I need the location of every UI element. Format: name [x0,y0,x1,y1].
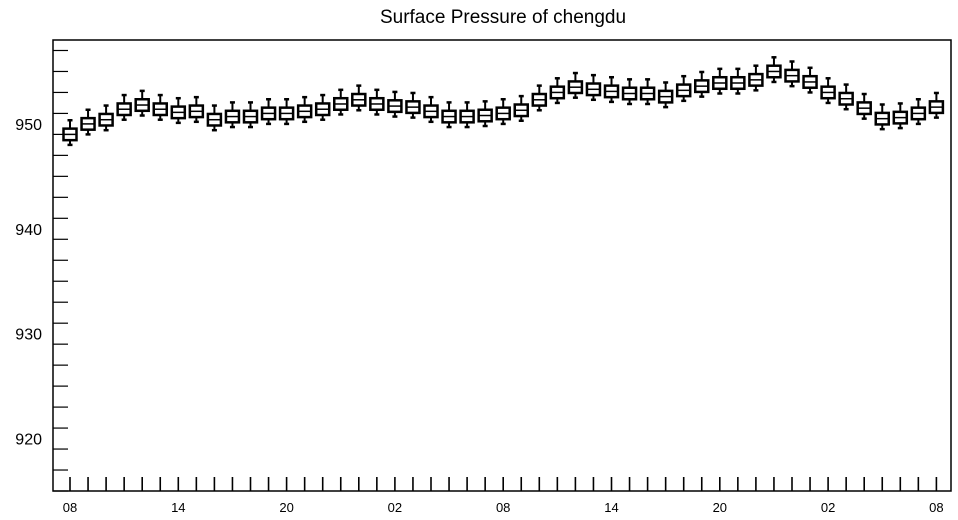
y-axis: 920 930 940 950 [15,49,68,492]
box-plot [369,88,385,116]
box-plot [459,101,475,129]
box-plot [549,77,566,105]
box-series [62,56,945,147]
box-plot [748,64,764,92]
box-plot [838,83,854,111]
box-plot [675,74,692,103]
box-plot [784,60,800,88]
box-plot [296,95,313,124]
x-tick-label: 08 [63,500,77,515]
box-plot [405,91,421,119]
x-axis: 08 14 20 02 08 14 20 02 08 [63,477,944,515]
chart-title: Surface Pressure of chengdu [380,7,626,28]
box-plot [639,78,656,106]
box-plot [387,90,403,118]
box-plot [531,84,548,112]
box-plot [80,108,96,136]
box-plot [477,100,493,128]
box-plot [892,102,909,130]
box-plot [134,89,150,117]
x-tick-label: 20 [279,500,293,515]
box-plot [152,93,168,121]
box-plot [730,67,746,95]
box-plot [694,70,710,98]
box-plot [603,75,620,104]
x-tick-label: 02 [821,500,835,515]
x-tick-label: 02 [388,500,402,515]
plot-frame [52,39,952,492]
x-tick-label: 14 [171,500,185,515]
box-plot [856,92,872,120]
x-tick-label: 08 [929,500,943,515]
box-plot [910,98,927,126]
box-plot [928,91,945,119]
x-tick-label: 14 [604,500,618,515]
box-plot [351,84,367,112]
box-plot [188,95,205,124]
box-plot [116,93,132,121]
box-plot [278,98,295,126]
box-plot [712,67,728,95]
box-plot [423,95,439,124]
y-tick-label: 920 [15,432,42,449]
box-plot [206,104,223,132]
box-plot [98,104,114,132]
y-tick-label: 930 [15,327,42,344]
box-plot [585,73,602,102]
box-plot [621,78,638,106]
box-plot [657,81,674,109]
box-plot [802,66,818,94]
box-plot [820,77,836,105]
box-plot [260,98,277,126]
y-tick-label: 940 [15,222,42,239]
box-plot [62,118,78,147]
y-tick-label: 950 [15,117,42,134]
box-plot [513,94,529,123]
box-plot [441,101,457,129]
box-plot [567,71,584,99]
box-plot [766,56,782,84]
x-tick-label: 20 [713,500,727,515]
box-plot [333,88,349,116]
box-plot [242,101,259,129]
box-plot [495,98,511,126]
box-plot [874,103,890,131]
box-plot [224,101,241,129]
box-plot [314,93,331,121]
x-tick-label: 08 [496,500,510,515]
box-plot [170,96,187,125]
